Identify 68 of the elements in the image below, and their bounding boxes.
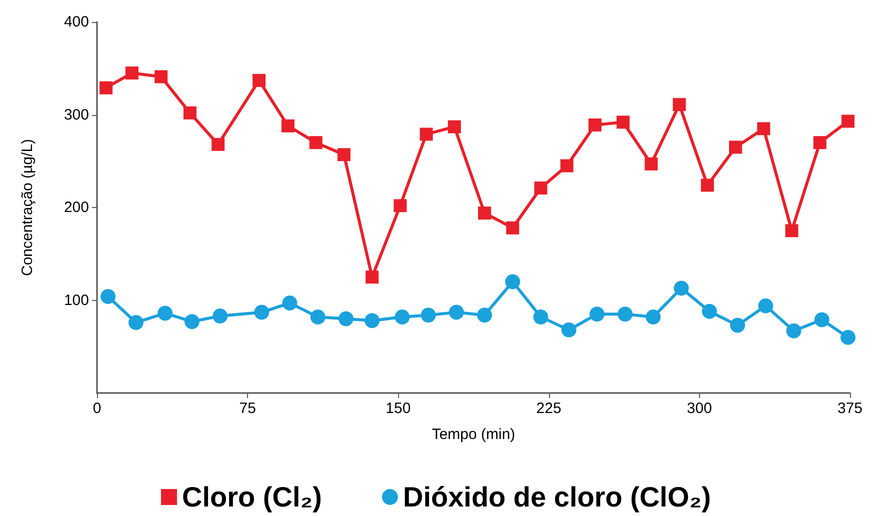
- point: [729, 140, 742, 154]
- point: [618, 306, 633, 322]
- point: [478, 206, 492, 220]
- point: [448, 120, 461, 134]
- legend-label: Dióxido de cloro (ClO₂): [402, 482, 711, 512]
- point: [184, 314, 200, 330]
- point: [505, 274, 520, 290]
- point: [674, 280, 689, 296]
- x-tick-label: 75: [239, 400, 256, 417]
- point: [100, 81, 113, 94]
- point: [561, 322, 576, 338]
- point: [128, 315, 144, 330]
- x-tick-label: 375: [837, 400, 863, 417]
- point: [254, 304, 270, 320]
- y-tick-label: 200: [64, 199, 89, 216]
- y-tick-label: 300: [64, 106, 89, 124]
- point: [281, 119, 294, 132]
- point: [840, 330, 856, 345]
- point: [310, 309, 326, 324]
- point: [786, 323, 802, 338]
- point: [394, 199, 407, 212]
- point: [560, 159, 574, 172]
- point: [646, 309, 661, 324]
- point: [616, 116, 630, 129]
- point: [758, 298, 774, 314]
- point: [125, 66, 138, 80]
- point: [534, 182, 548, 195]
- point: [588, 118, 602, 132]
- point: [212, 138, 225, 151]
- point: [338, 311, 354, 326]
- point: [506, 221, 520, 234]
- point: [700, 178, 714, 192]
- point: [448, 304, 464, 320]
- point: [212, 308, 228, 324]
- point: [183, 106, 196, 120]
- point: [309, 136, 322, 150]
- y-axis-title: Concentração (µg/L): [19, 138, 36, 276]
- point: [644, 157, 658, 170]
- point: [785, 224, 798, 238]
- point: [420, 128, 433, 141]
- point: [730, 318, 746, 333]
- y-tick-label: 100: [64, 292, 89, 309]
- point: [814, 312, 830, 328]
- point: [533, 309, 548, 324]
- point: [394, 309, 410, 324]
- point: [590, 306, 604, 322]
- point: [364, 313, 380, 328]
- point: [252, 74, 266, 87]
- point: [282, 296, 298, 311]
- point: [813, 136, 826, 150]
- point: [337, 148, 350, 162]
- point: [841, 114, 854, 128]
- point: [154, 70, 168, 84]
- y-tick-label: 400: [64, 14, 89, 30]
- x-axis-title: Tempo (min): [432, 426, 516, 443]
- point: [757, 122, 770, 136]
- point: [702, 304, 717, 319]
- x-tick-label: 225: [536, 400, 562, 417]
- point: [420, 308, 436, 323]
- x-tick-label: 300: [686, 400, 712, 417]
- x-tick-label: 150: [386, 400, 411, 417]
- point: [672, 98, 686, 112]
- point: [158, 306, 173, 321]
- point: [366, 270, 379, 284]
- point: [477, 308, 492, 323]
- legend-label: Cloro (Cl₂): [182, 482, 322, 512]
- x-tick-label: 0: [92, 400, 102, 417]
- point: [100, 289, 116, 304]
